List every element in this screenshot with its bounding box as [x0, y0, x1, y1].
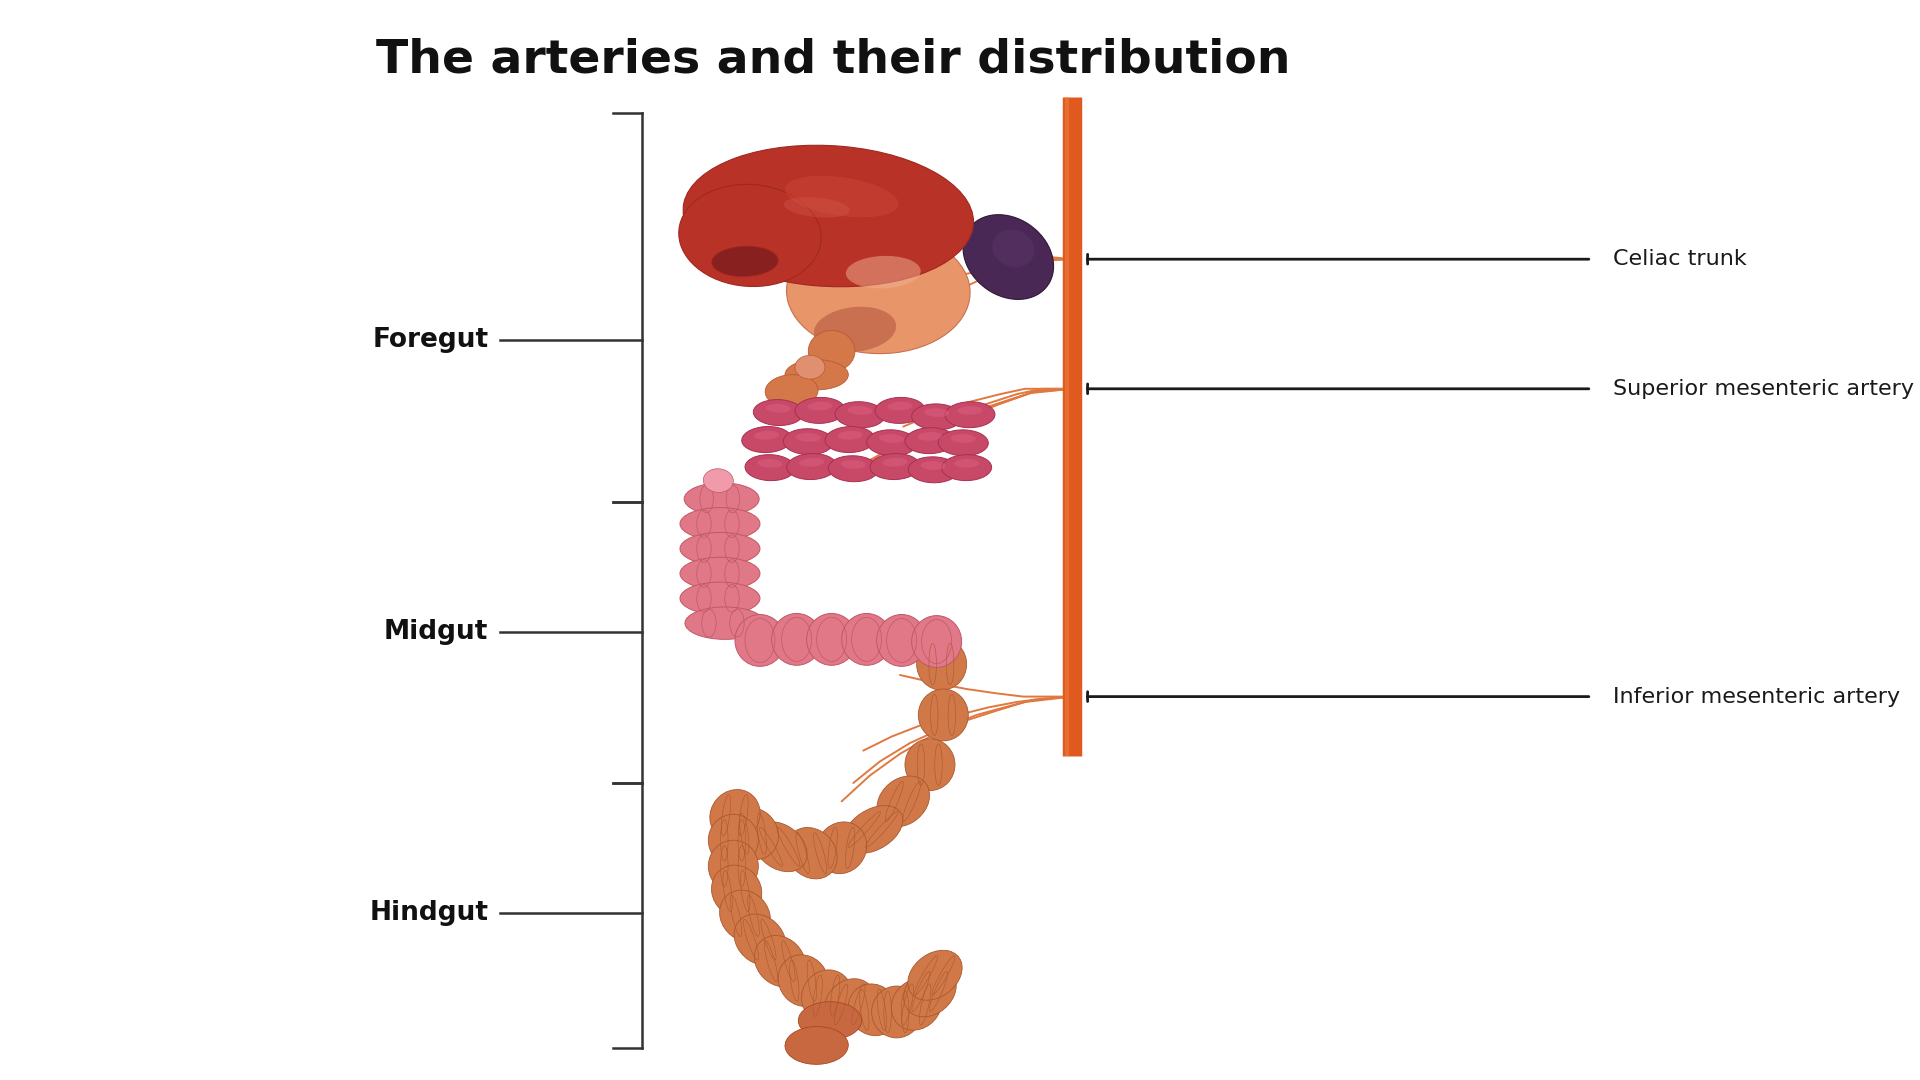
- Ellipse shape: [924, 408, 948, 417]
- Ellipse shape: [728, 808, 778, 860]
- Ellipse shape: [685, 607, 764, 639]
- Ellipse shape: [772, 613, 822, 665]
- Ellipse shape: [766, 375, 818, 407]
- Ellipse shape: [922, 461, 947, 470]
- Ellipse shape: [837, 431, 862, 440]
- Ellipse shape: [828, 456, 877, 482]
- Ellipse shape: [741, 427, 791, 453]
- Ellipse shape: [708, 814, 758, 866]
- Ellipse shape: [712, 865, 762, 917]
- Ellipse shape: [824, 978, 876, 1030]
- Ellipse shape: [916, 638, 966, 690]
- Ellipse shape: [847, 406, 872, 415]
- Text: Superior mesenteric artery: Superior mesenteric artery: [1613, 379, 1914, 399]
- Ellipse shape: [835, 402, 885, 428]
- Ellipse shape: [708, 840, 758, 892]
- Ellipse shape: [877, 615, 927, 666]
- Ellipse shape: [753, 400, 803, 426]
- Ellipse shape: [908, 950, 962, 1000]
- Ellipse shape: [808, 402, 833, 410]
- Ellipse shape: [883, 458, 908, 467]
- Ellipse shape: [945, 402, 995, 428]
- Ellipse shape: [849, 984, 899, 1036]
- Ellipse shape: [904, 739, 954, 791]
- Ellipse shape: [785, 176, 899, 217]
- Text: The arteries and their distribution: The arteries and their distribution: [376, 38, 1290, 83]
- Ellipse shape: [680, 185, 822, 286]
- Ellipse shape: [733, 914, 785, 966]
- Ellipse shape: [993, 230, 1035, 267]
- Ellipse shape: [799, 458, 824, 467]
- Ellipse shape: [872, 986, 922, 1038]
- Ellipse shape: [814, 307, 897, 352]
- Ellipse shape: [918, 689, 968, 741]
- Ellipse shape: [816, 822, 866, 874]
- Ellipse shape: [755, 935, 806, 987]
- Ellipse shape: [787, 454, 837, 480]
- Ellipse shape: [797, 433, 820, 442]
- Ellipse shape: [785, 827, 837, 879]
- Ellipse shape: [918, 432, 943, 441]
- Ellipse shape: [766, 404, 791, 413]
- Ellipse shape: [891, 978, 943, 1030]
- Ellipse shape: [866, 430, 916, 456]
- Ellipse shape: [787, 230, 970, 353]
- Ellipse shape: [904, 428, 954, 454]
- Ellipse shape: [785, 1026, 849, 1065]
- Ellipse shape: [843, 806, 902, 853]
- Ellipse shape: [950, 434, 975, 443]
- Text: Foregut: Foregut: [372, 327, 488, 353]
- Text: Celiac trunk: Celiac trunk: [1613, 249, 1747, 269]
- Ellipse shape: [954, 459, 979, 468]
- Ellipse shape: [755, 431, 780, 440]
- Ellipse shape: [778, 955, 828, 1007]
- Ellipse shape: [841, 210, 952, 270]
- Ellipse shape: [841, 613, 891, 665]
- Ellipse shape: [847, 256, 922, 288]
- Ellipse shape: [712, 246, 778, 276]
- Ellipse shape: [801, 970, 852, 1022]
- Ellipse shape: [806, 613, 856, 665]
- Ellipse shape: [887, 402, 912, 410]
- Ellipse shape: [684, 483, 758, 515]
- Ellipse shape: [958, 406, 983, 415]
- Text: Inferior mesenteric artery: Inferior mesenteric artery: [1613, 687, 1901, 706]
- Ellipse shape: [680, 508, 760, 540]
- Ellipse shape: [912, 616, 962, 667]
- Ellipse shape: [941, 455, 991, 481]
- Ellipse shape: [753, 822, 806, 872]
- Ellipse shape: [783, 429, 833, 455]
- Ellipse shape: [710, 789, 760, 841]
- Ellipse shape: [785, 360, 849, 390]
- Ellipse shape: [680, 557, 760, 590]
- Ellipse shape: [783, 197, 849, 218]
- Text: Hindgut: Hindgut: [369, 900, 488, 926]
- Ellipse shape: [912, 404, 962, 430]
- Ellipse shape: [758, 459, 783, 468]
- Ellipse shape: [904, 966, 956, 1017]
- Ellipse shape: [799, 1002, 862, 1039]
- Ellipse shape: [680, 532, 760, 565]
- Ellipse shape: [939, 430, 989, 456]
- Ellipse shape: [720, 890, 770, 942]
- Ellipse shape: [870, 454, 920, 480]
- Text: Midgut: Midgut: [384, 619, 488, 645]
- Ellipse shape: [735, 615, 785, 666]
- Ellipse shape: [795, 355, 826, 379]
- Ellipse shape: [964, 215, 1054, 299]
- Ellipse shape: [841, 460, 866, 469]
- Ellipse shape: [703, 469, 733, 492]
- Ellipse shape: [808, 330, 854, 372]
- Ellipse shape: [876, 397, 925, 423]
- Ellipse shape: [680, 582, 760, 615]
- Ellipse shape: [684, 145, 973, 287]
- Ellipse shape: [745, 455, 795, 481]
- Ellipse shape: [877, 775, 929, 827]
- Ellipse shape: [826, 427, 876, 453]
- Ellipse shape: [795, 397, 845, 423]
- Ellipse shape: [908, 457, 958, 483]
- Ellipse shape: [879, 434, 904, 443]
